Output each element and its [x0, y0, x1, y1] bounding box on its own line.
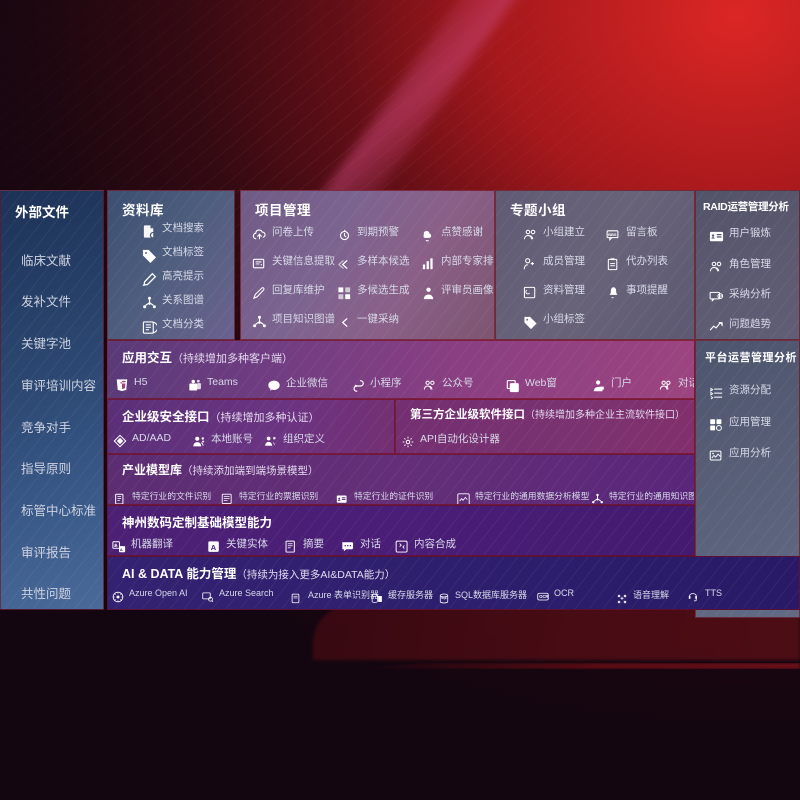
svg-text:BBS: BBS [608, 232, 617, 237]
svg-text:A: A [120, 547, 123, 552]
svg-text:あ: あ [114, 543, 118, 548]
svg-text:OCR: OCR [539, 594, 548, 599]
svg-text:QA: QA [719, 294, 723, 298]
svg-text:SQL: SQL [441, 596, 447, 600]
svg-text:A: A [211, 543, 217, 552]
